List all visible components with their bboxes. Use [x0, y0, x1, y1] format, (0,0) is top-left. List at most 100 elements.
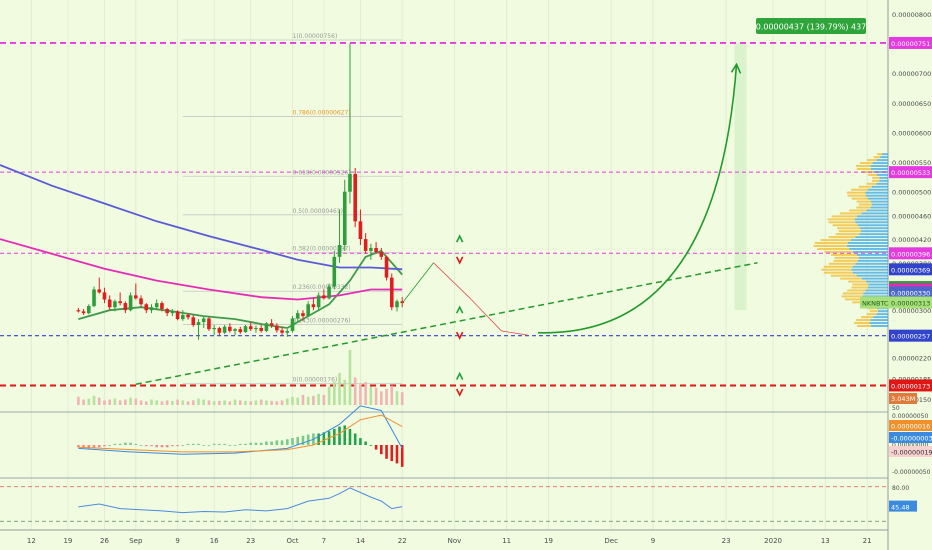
candle-body[interactable] [243, 326, 248, 333]
candle-body[interactable] [301, 313, 305, 317]
candle-body[interactable] [363, 239, 368, 251]
candle-body[interactable] [311, 304, 316, 308]
candle-body[interactable] [144, 304, 149, 311]
candle-body[interactable] [207, 318, 211, 330]
candle-body[interactable] [280, 330, 284, 333]
candle-body[interactable] [353, 173, 357, 222]
candle-body[interactable] [217, 327, 222, 333]
candle-body[interactable] [306, 304, 310, 317]
candle-body[interactable] [87, 306, 91, 314]
candle-body[interactable] [342, 191, 347, 246]
volume-bar [395, 391, 399, 405]
volume-bar [244, 400, 247, 405]
candle-body[interactable] [186, 314, 190, 318]
candle-body[interactable] [264, 323, 269, 331]
candle-body[interactable] [123, 303, 128, 311]
candle-body[interactable] [259, 327, 263, 331]
volume-bar [113, 398, 117, 405]
candle-body[interactable] [290, 318, 295, 331]
candle-body[interactable] [149, 307, 154, 311]
candle-body[interactable] [139, 298, 143, 305]
candle-body[interactable] [233, 329, 237, 331]
candle-body[interactable] [254, 327, 258, 330]
macd-histogram-bar [212, 443, 216, 445]
volume-bar [207, 400, 211, 405]
fib-level-label: 0.618(0.00000526) [293, 169, 351, 176]
candle-body[interactable] [384, 256, 389, 278]
volume-bar [343, 379, 347, 405]
fib-level-label: 0.143(0.00000276) [293, 317, 351, 324]
volume-profile-bar [861, 316, 874, 319]
candle-body[interactable] [400, 301, 405, 304]
candle-body[interactable] [322, 295, 326, 299]
arrow-up-icon [455, 305, 464, 314]
volume-profile-bar [854, 322, 870, 325]
candle-body[interactable] [128, 295, 133, 311]
candle-body[interactable] [369, 247, 373, 251]
candle-body[interactable] [134, 295, 138, 299]
volume-profile-bar [867, 188, 888, 191]
candle-body[interactable] [191, 317, 196, 326]
candle-body[interactable] [181, 314, 185, 320]
candle-body[interactable] [97, 289, 102, 293]
volume-profile-bar [855, 319, 871, 322]
candle-body[interactable] [118, 301, 122, 304]
candle-body[interactable] [154, 303, 159, 308]
volume-profile-bar [853, 250, 888, 253]
candle-body[interactable] [358, 221, 363, 240]
macd-histogram-bar [400, 445, 404, 467]
projection-segment [501, 330, 528, 336]
candle-body[interactable] [275, 325, 279, 331]
symbol-badge [860, 296, 932, 309]
volume-bar [150, 399, 153, 405]
volume-profile-bar [879, 176, 888, 179]
macd-histogram-bar [228, 445, 232, 446]
volume-profile-bar [823, 265, 853, 268]
volume-bar [103, 400, 106, 405]
macd-axis-label: 0.00000000 [892, 442, 928, 449]
volume-bar [155, 400, 159, 405]
candle-body[interactable] [160, 303, 164, 310]
candle-body[interactable] [196, 322, 201, 326]
projection-segment [433, 262, 471, 299]
candle-body[interactable] [81, 311, 86, 314]
volume-bar [165, 400, 169, 405]
candle-body[interactable] [374, 247, 378, 253]
candle-body[interactable] [337, 245, 342, 257]
candle-body[interactable] [332, 256, 337, 287]
candle-body[interactable] [348, 173, 352, 192]
candle-body[interactable] [285, 330, 290, 333]
candle-body[interactable] [165, 309, 169, 314]
macd-histogram-bar [181, 445, 185, 446]
candle-body[interactable] [113, 301, 117, 308]
candle-body[interactable] [222, 326, 227, 333]
candle-body[interactable] [212, 327, 216, 330]
candle-body[interactable] [92, 289, 96, 307]
candle-body[interactable] [269, 323, 274, 326]
candle-body[interactable] [228, 326, 232, 331]
candle-body[interactable] [248, 326, 253, 330]
volume-profile-bar [871, 179, 880, 182]
candle-body[interactable] [395, 301, 399, 308]
candle-body[interactable] [201, 318, 206, 323]
candle-body[interactable] [102, 292, 107, 300]
volume-bar [385, 388, 388, 405]
candle-body[interactable] [175, 311, 180, 320]
price-badge [889, 286, 932, 299]
candle-body[interactable] [327, 286, 331, 299]
y-axis-tick-label: 0.00000300 [892, 307, 931, 315]
candle-body[interactable] [389, 277, 394, 308]
candle-body[interactable] [76, 310, 81, 312]
candle-body[interactable] [238, 329, 243, 333]
macd-histogram-bar [280, 440, 284, 445]
volume-bar [374, 387, 378, 405]
candle-body[interactable] [170, 311, 175, 314]
y-axis-tick-label: 0.00000800 [892, 11, 931, 19]
candle-body[interactable] [316, 295, 321, 308]
volume-bar [176, 399, 179, 405]
candle-body[interactable] [295, 313, 300, 319]
candle-body[interactable] [379, 252, 384, 257]
candle-body[interactable] [107, 299, 112, 308]
rsi-badge-text: 45.48 [891, 504, 910, 512]
